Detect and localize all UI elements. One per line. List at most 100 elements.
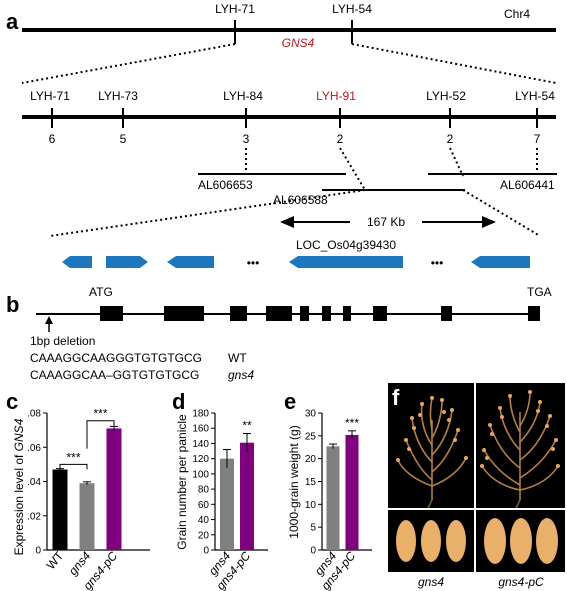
y-tick-label: 80 — [198, 485, 210, 496]
deletion-label: 1bp deletion — [30, 334, 95, 348]
ellipsis: ••• — [431, 256, 444, 270]
chart-e-ylabel: 1000-grain weight (g) — [287, 425, 301, 538]
exon — [343, 306, 351, 321]
bar — [220, 458, 234, 550]
y-tick-label: 25 — [305, 431, 317, 442]
recombinant-count: 5 — [120, 132, 127, 146]
significance-bracket — [59, 463, 88, 470]
y-tick-label: 60 — [198, 500, 210, 511]
y-tick-label: 140 — [192, 439, 209, 450]
grain-icon — [536, 518, 558, 564]
zoom-line-left — [21, 43, 236, 84]
y-tick-label: 20 — [305, 454, 317, 465]
panel-label-a: a — [6, 9, 19, 34]
gene-label: GNS4 — [282, 36, 315, 50]
bar — [240, 442, 254, 550]
significance-mark: *** — [93, 407, 107, 421]
recombinant-count: 6 — [49, 132, 56, 146]
panel-label-e: e — [284, 389, 296, 414]
recombinant-count: 2 — [337, 132, 344, 146]
gene-arrow-left-icon — [471, 256, 530, 268]
y-tick-label: 120 — [192, 454, 209, 465]
bar — [52, 469, 68, 550]
exon — [300, 306, 309, 321]
bar — [106, 428, 122, 550]
exons — [100, 306, 540, 321]
exon — [373, 306, 387, 321]
zoom-line-right — [351, 43, 557, 84]
panel-label-f: f — [392, 385, 400, 410]
y-tick-label: 30 — [305, 409, 317, 420]
y-tick-label: .06 — [27, 443, 41, 454]
sequence-mut-label: gns4 — [228, 368, 254, 382]
arrow-head-right-icon — [482, 216, 496, 228]
gene-arrow-left-icon — [167, 256, 214, 268]
significance-mark: *** — [66, 450, 80, 464]
exon — [528, 306, 540, 321]
photo-label-gns4-pc: gns4-pC — [498, 575, 544, 589]
gene-arrow-left-icon — [62, 256, 92, 268]
significance-bracket — [86, 420, 115, 449]
gene-models — [62, 256, 530, 268]
panicle-gns4-pc-grains — [480, 390, 560, 468]
bar — [345, 434, 359, 550]
gene-arrow-right-icon — [106, 256, 148, 268]
y-tick-label: 0 — [310, 546, 316, 557]
ellipsis: ••• — [247, 256, 260, 270]
chart-c-ylabel-text: Expression level of — [12, 451, 26, 555]
y-tick-label: 0 — [203, 546, 209, 557]
chart-d-ylabel: Grain number per panicle — [175, 414, 189, 550]
significance-mark: ** — [242, 419, 252, 433]
chart-c-ylabel-gene: GNS4 — [12, 418, 26, 451]
y-tick-label: 100 — [192, 469, 209, 480]
arrow-head-left-icon — [280, 216, 294, 228]
exon — [266, 306, 292, 321]
y-tick-label: 20 — [198, 530, 210, 541]
zoom-line-left-2 — [49, 189, 366, 237]
start-codon-label: ATG — [89, 285, 113, 299]
recombinant-count: 7 — [534, 132, 541, 146]
y-tick-label: 180 — [192, 409, 209, 420]
zoom-line-right-2 — [462, 189, 541, 237]
exon — [164, 306, 204, 321]
panicle-gns4-pc-icon — [481, 391, 559, 500]
chromosome-label: Chr4 — [504, 7, 530, 21]
sequence-wt-label: WT — [228, 351, 247, 365]
exon — [322, 306, 331, 321]
bar — [326, 446, 340, 550]
sequence-wt: CAAAGGCAAGGGTGTGTGCG — [30, 351, 202, 365]
panel-label-c: c — [6, 389, 18, 414]
fine-marker-label: LYH-91 — [316, 89, 356, 103]
y-tick-label: 40 — [198, 515, 210, 526]
y-tick-label: 10 — [305, 500, 317, 511]
y-tick-label: 15 — [305, 477, 317, 488]
photo-label-gns4-pc-text: gns4-pC — [498, 575, 544, 589]
fine-marker-label: LYH-84 — [223, 89, 263, 103]
loc-label: LOC_Os04g39430 — [296, 238, 396, 252]
fine-marker-label: LYH-52 — [426, 89, 466, 103]
grain-icon — [484, 518, 506, 564]
bac-label: AL606653 — [198, 178, 253, 192]
gene-arrow-left-icon — [289, 256, 403, 268]
recombinant-count: 3 — [243, 132, 250, 146]
connector-dotted — [449, 147, 464, 177]
grain-icon — [510, 518, 532, 564]
panicle-stem — [427, 499, 433, 509]
grain-icon — [421, 520, 441, 562]
y-tick-label: .02 — [27, 511, 41, 522]
stop-codon-label: TGA — [527, 285, 552, 299]
panel-label-d: d — [172, 389, 185, 414]
fine-marker-label: LYH-71 — [30, 89, 70, 103]
y-tick-label: .08 — [27, 409, 41, 420]
panel-label-b: b — [6, 292, 19, 317]
grain-icon — [446, 520, 466, 562]
connector-dotted — [339, 147, 366, 191]
exon — [230, 306, 247, 321]
fine-marker-label: LYH-73 — [98, 89, 138, 103]
chart-c-ylabel: Expression level of GNS4 — [12, 418, 26, 555]
arrow-up-icon — [45, 316, 53, 324]
category-label: WT — [44, 548, 67, 572]
